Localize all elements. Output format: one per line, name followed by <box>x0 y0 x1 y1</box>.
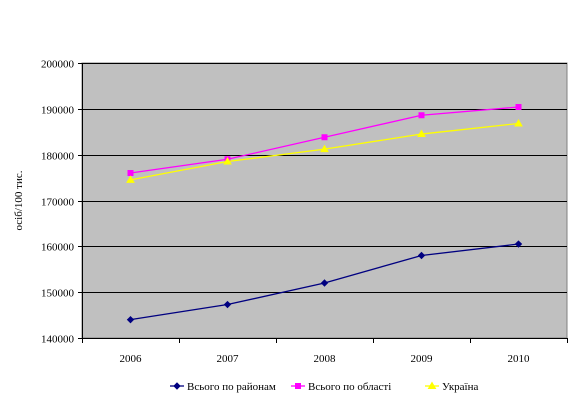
legend-item: Україна <box>425 381 478 393</box>
y-tick-label: 160000 <box>41 242 75 254</box>
gridlines <box>82 63 567 339</box>
plot-area <box>81 62 568 339</box>
legend-label: Всього по області <box>308 381 391 393</box>
series-1 <box>126 240 523 324</box>
data-point <box>515 104 522 110</box>
data-point <box>320 144 329 153</box>
legend-marker <box>173 382 181 390</box>
data-point <box>417 129 426 138</box>
data-point <box>127 170 134 176</box>
legend-item: Всього по районам <box>170 381 276 393</box>
data-point <box>320 279 329 287</box>
data-point <box>514 119 523 127</box>
data-point <box>126 175 135 183</box>
legend-item: Всього по області <box>291 381 391 393</box>
y-tick-label: 200000 <box>41 59 75 71</box>
x-tick-label: 2010 <box>508 353 531 365</box>
data-point <box>514 240 523 248</box>
y-tick-label: 140000 <box>41 334 75 346</box>
y-axis-tick-labels: 140000 150000 160000 170000 180000 190000 2000… <box>41 59 83 346</box>
y-tick-label: 150000 <box>41 288 75 300</box>
x-tick-label: 2009 <box>411 353 434 365</box>
data-point <box>223 300 232 309</box>
legend: Всього по районам Всього по області Україн… <box>170 381 478 393</box>
data-point <box>223 157 232 165</box>
y-tick-label: 180000 <box>41 151 75 163</box>
legend-label: Всього по районам <box>187 381 276 393</box>
legend-marker <box>427 381 437 389</box>
x-tick-label: 2006 <box>120 353 143 365</box>
series-layer <box>126 104 523 324</box>
series-3 <box>126 119 523 183</box>
y-axis-title: осіб/100 тис. <box>13 170 25 230</box>
data-point <box>417 251 426 260</box>
legend-label: Україна <box>442 381 478 393</box>
y-tick-label: 170000 <box>41 197 75 209</box>
data-point <box>418 112 425 119</box>
x-tick-label: 2007 <box>217 353 240 365</box>
data-point <box>126 315 135 324</box>
data-point <box>321 134 328 141</box>
x-axis-tick-labels: 2006 2007 2008 2009 2010 <box>82 338 568 365</box>
legend-marker <box>295 383 301 389</box>
x-tick-label: 2008 <box>314 353 337 365</box>
y-tick-label: 190000 <box>41 105 75 117</box>
